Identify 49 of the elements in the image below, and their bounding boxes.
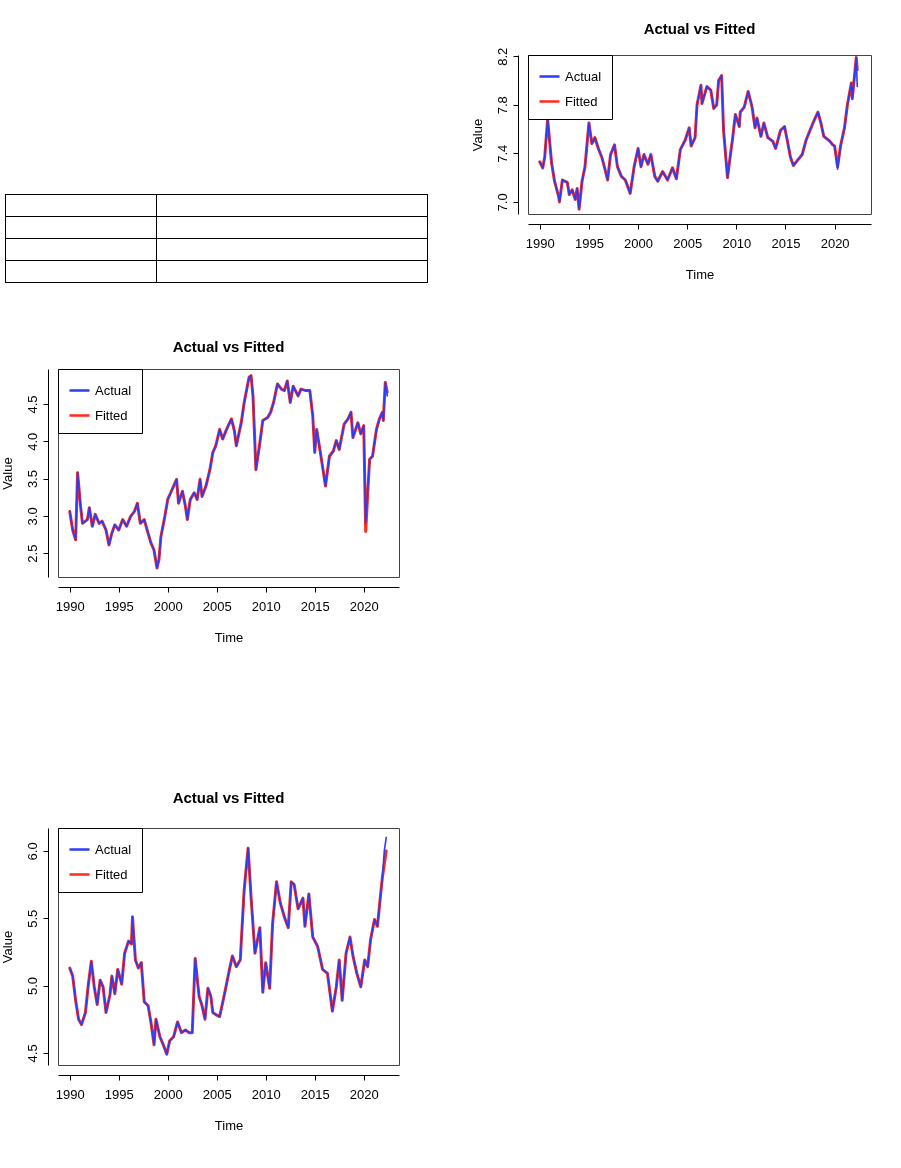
y-tick-label: 5.0 [24, 977, 40, 996]
chart-title: Actual vs Fitted [172, 337, 285, 355]
y-axis-title: Value [469, 118, 485, 152]
x-tick-label: 2010 [251, 598, 281, 614]
y-axis-title: Value [0, 930, 15, 964]
x-tick-label: 2000 [153, 598, 183, 614]
chart-title: Actual vs Fitted [172, 788, 285, 806]
x-tick-label: 2000 [624, 235, 654, 251]
x-tick-label: 2020 [820, 235, 850, 251]
x-tick-label: 1990 [55, 598, 85, 614]
x-tick-label: 2005 [202, 598, 232, 614]
x-tick-label: 2010 [722, 235, 752, 251]
x-tick-label: 2015 [300, 598, 330, 614]
y-tick-label: 4.0 [24, 432, 40, 451]
legend-label: Actual [565, 68, 602, 84]
x-axis-title: Time [214, 1117, 244, 1133]
x-axis-title: Time [214, 629, 244, 645]
x-tick-label: 2015 [300, 1086, 330, 1102]
x-axis-title: Time [685, 266, 715, 282]
x-tick-label: 2005 [202, 1086, 232, 1102]
y-tick-label: 3.0 [24, 507, 40, 526]
x-tick-label: 1990 [55, 1086, 85, 1102]
y-tick-label: 6.0 [24, 842, 40, 861]
x-tick-label: 1995 [104, 1086, 134, 1102]
x-tick-label: 2010 [251, 1086, 281, 1102]
y-tick-label: 4.5 [24, 395, 40, 414]
x-tick-label: 2020 [349, 598, 379, 614]
y-tick-label: 7.4 [494, 144, 510, 163]
y-tick-label: 4.5 [24, 1044, 40, 1063]
x-tick-label: 1995 [104, 598, 134, 614]
x-tick-label: 2000 [153, 1086, 183, 1102]
legend-label: Actual [95, 841, 132, 857]
y-tick-label: 2.5 [24, 544, 40, 563]
x-tick-label: 2015 [771, 235, 801, 251]
y-axis-title: Value [0, 457, 15, 490]
x-tick-label: 2005 [673, 235, 703, 251]
legend-label: Actual [95, 382, 132, 398]
legend-label: Fitted [565, 93, 598, 109]
legend-label: Fitted [95, 866, 128, 882]
y-tick-label: 3.5 [24, 470, 40, 489]
x-tick-label: 1995 [574, 235, 604, 251]
y-tick-label: 7.0 [494, 193, 510, 212]
x-tick-label: 2020 [349, 1086, 379, 1102]
y-tick-label: 7.8 [494, 96, 510, 115]
y-tick-label: 5.5 [24, 909, 40, 928]
y-tick-label: 8.2 [494, 47, 510, 66]
x-tick-label: 1990 [525, 235, 555, 251]
legend-label: Fitted [95, 407, 128, 423]
chart-title: Actual vs Fitted [643, 20, 756, 38]
